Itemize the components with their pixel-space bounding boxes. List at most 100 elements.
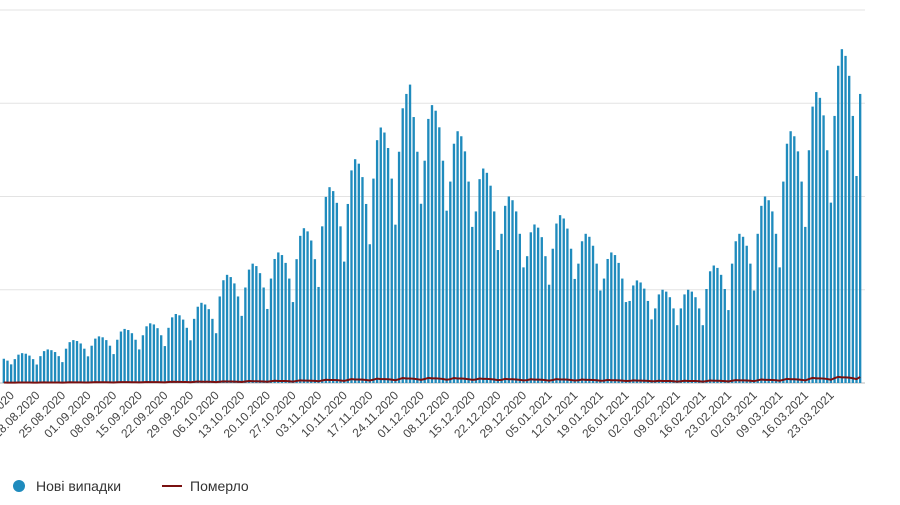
bar xyxy=(566,228,569,383)
bar xyxy=(335,202,339,383)
bar xyxy=(386,148,390,383)
bar xyxy=(467,181,470,383)
line xyxy=(3,375,861,384)
bar xyxy=(782,181,785,383)
bar xyxy=(701,325,704,383)
bar xyxy=(229,277,232,383)
bar xyxy=(456,131,459,383)
bar xyxy=(573,278,576,383)
bar xyxy=(207,309,210,383)
bar xyxy=(763,196,767,383)
bar xyxy=(672,308,675,383)
bar xyxy=(632,285,635,383)
bar xyxy=(621,278,624,383)
bar xyxy=(580,241,584,383)
bar xyxy=(837,65,840,384)
bar xyxy=(789,131,792,383)
bar xyxy=(496,250,500,383)
bar xyxy=(35,364,38,383)
bar xyxy=(697,308,701,383)
bar xyxy=(97,336,101,383)
bar xyxy=(295,259,298,383)
bar xyxy=(833,115,836,383)
bar xyxy=(493,211,496,383)
bar xyxy=(412,117,415,384)
bar xyxy=(419,203,423,383)
bar xyxy=(273,258,276,383)
bar xyxy=(368,244,371,383)
bar xyxy=(203,304,207,383)
bar xyxy=(533,224,536,383)
bar xyxy=(258,273,262,383)
bar xyxy=(690,291,694,383)
bar xyxy=(474,211,478,383)
legend-marker xyxy=(13,480,25,492)
bar xyxy=(339,226,342,383)
bar xyxy=(514,211,518,383)
bar xyxy=(50,350,53,383)
bar xyxy=(844,55,847,384)
bar xyxy=(53,352,57,383)
bar xyxy=(804,226,807,383)
bar xyxy=(540,237,543,383)
bar xyxy=(767,200,770,383)
bar xyxy=(364,203,368,383)
bar xyxy=(482,168,485,383)
bar xyxy=(643,288,646,383)
bar xyxy=(529,232,532,383)
bar xyxy=(518,233,522,383)
bar xyxy=(708,271,712,383)
bar xyxy=(156,328,159,383)
bar xyxy=(551,248,554,383)
bar xyxy=(86,356,90,383)
bar xyxy=(119,331,123,383)
bar xyxy=(430,105,434,384)
bar xyxy=(328,187,331,383)
bar xyxy=(661,289,664,383)
bar xyxy=(390,178,393,383)
bar xyxy=(324,196,328,383)
bar xyxy=(536,227,540,383)
bar xyxy=(657,294,661,383)
bar xyxy=(606,258,609,383)
bar xyxy=(796,151,800,383)
bar xyxy=(547,284,551,383)
bar xyxy=(269,278,273,383)
bar xyxy=(332,191,335,383)
bar xyxy=(738,233,741,383)
bar xyxy=(94,338,97,383)
bar xyxy=(83,348,86,383)
bar xyxy=(716,267,719,383)
bar xyxy=(200,302,203,383)
bar xyxy=(31,359,35,383)
bar xyxy=(855,175,858,383)
bar xyxy=(251,263,254,383)
bar xyxy=(760,205,763,383)
bar xyxy=(236,296,240,383)
legend: Нові випадки Померло xyxy=(13,478,249,494)
bar xyxy=(240,315,243,383)
bar xyxy=(588,236,591,383)
bar xyxy=(20,353,24,383)
bar xyxy=(302,228,306,383)
bar xyxy=(145,326,148,383)
bar xyxy=(730,263,734,383)
legend-label: Померло xyxy=(190,478,249,494)
bar xyxy=(471,226,474,383)
bar xyxy=(222,280,225,383)
bar xyxy=(346,203,350,383)
bar xyxy=(108,345,112,383)
bar xyxy=(686,289,690,383)
bar xyxy=(745,245,748,383)
bar xyxy=(416,151,419,383)
bar xyxy=(504,205,507,383)
bar xyxy=(441,160,445,383)
bar xyxy=(452,143,456,383)
bar xyxy=(130,333,134,383)
bar xyxy=(6,360,9,383)
bar xyxy=(595,263,598,383)
bar xyxy=(800,181,803,383)
bar xyxy=(676,325,679,383)
bar xyxy=(350,170,353,383)
